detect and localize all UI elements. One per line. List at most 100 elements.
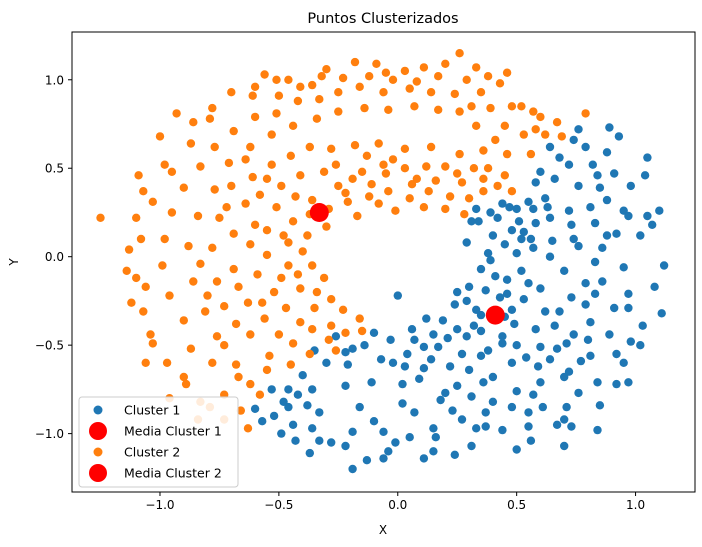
cluster-2-point <box>262 365 272 375</box>
cluster-1-point <box>369 417 379 426</box>
cluster-1-point <box>419 364 429 373</box>
cluster-2-point <box>424 187 433 196</box>
cluster-2-point <box>350 57 360 67</box>
cluster-1-point <box>322 358 331 367</box>
cluster-2-point <box>322 65 331 74</box>
cluster-2-point <box>148 339 157 348</box>
cluster-2-point <box>208 243 217 252</box>
cluster-2-point <box>422 162 431 171</box>
cluster-2-point <box>500 171 509 180</box>
cluster-2-point <box>241 155 250 164</box>
cluster-2-point <box>215 213 224 222</box>
cluster-2-point <box>255 190 265 199</box>
cluster-1-point <box>602 231 612 240</box>
legend-label: Cluster 2 <box>124 445 180 460</box>
cluster-1-point <box>386 335 395 344</box>
cluster-1-point <box>574 181 583 191</box>
cluster-2-point <box>148 197 157 206</box>
cluster-2-point <box>155 132 165 141</box>
cluster-2-point <box>310 303 319 313</box>
cluster-2-point <box>160 234 169 244</box>
cluster-2-point <box>334 88 343 97</box>
cluster-1-point <box>612 349 621 359</box>
cluster-2-point <box>557 132 566 141</box>
cluster-1-point <box>467 392 476 401</box>
cluster-2-point <box>269 287 279 297</box>
cluster-2-point <box>303 231 312 240</box>
cluster-1-point <box>531 325 540 334</box>
cluster-2-point <box>212 332 222 341</box>
cluster-2-point <box>246 142 255 152</box>
cluster-1-point <box>315 408 324 417</box>
cluster-1-point <box>469 321 479 330</box>
cluster-1-point <box>341 381 350 390</box>
cluster-1-point <box>512 341 521 350</box>
cluster-1-point <box>529 243 538 252</box>
cluster-2-point <box>220 341 229 350</box>
cluster-2-point <box>246 240 255 249</box>
cluster-1-point <box>277 429 286 438</box>
cluster-2-point <box>293 270 303 279</box>
cluster-2-point <box>189 118 198 127</box>
cluster-1-point <box>422 314 431 323</box>
cluster-2-point <box>362 151 372 160</box>
cluster-2-point <box>462 75 471 85</box>
series-cluster-2 <box>96 49 590 433</box>
cluster-2-point <box>277 181 286 191</box>
x-tick-label: 0.5 <box>507 498 526 512</box>
cluster-2-point <box>381 169 391 178</box>
cluster-2-point <box>241 199 250 208</box>
cluster-2-point <box>434 72 443 81</box>
cluster-1-point <box>581 300 590 309</box>
cluster-2-point <box>379 88 388 97</box>
cluster-1-point <box>450 300 459 309</box>
cluster-2-point <box>284 75 293 85</box>
cluster-1-point <box>624 378 633 387</box>
cluster-1-point <box>602 148 612 157</box>
cluster-1-point <box>410 335 419 344</box>
cluster-2-point <box>260 70 269 79</box>
cluster-1-point <box>524 408 533 417</box>
cluster-1-point <box>610 169 619 178</box>
cluster-1-point <box>595 401 605 410</box>
cluster-1-point <box>362 456 372 465</box>
cluster-2-point <box>341 188 350 198</box>
cluster-1-point <box>457 349 467 359</box>
cluster-2-point <box>483 72 493 81</box>
cluster-1-point <box>464 282 474 291</box>
cluster-1-point <box>486 208 495 217</box>
cluster-1-point <box>464 365 474 375</box>
cluster-2-point <box>305 142 314 152</box>
cluster-2-point <box>139 187 148 196</box>
cluster-1-point <box>448 406 457 415</box>
cluster-1-point <box>555 307 564 316</box>
cluster-2-point <box>255 390 265 399</box>
cluster-2-point <box>248 91 257 100</box>
cluster-2-point <box>334 181 343 191</box>
cluster-1-point <box>529 204 538 214</box>
cluster-2-point <box>410 102 419 111</box>
cluster-2-point <box>205 114 215 123</box>
cluster-1-point <box>624 289 633 298</box>
cluster-2-point <box>355 82 364 92</box>
cluster-2-point <box>419 203 429 212</box>
cluster-2-point <box>483 164 493 173</box>
cluster-1-point <box>550 174 559 183</box>
cluster-1-point <box>405 433 414 442</box>
cluster-2-point <box>455 107 464 116</box>
cluster-1-point <box>560 266 569 275</box>
cluster-1-point <box>472 305 481 314</box>
cluster-1-point <box>531 218 540 228</box>
cluster-2-point <box>167 167 177 176</box>
cluster-2-point <box>286 151 295 160</box>
cluster-2-point <box>160 160 169 169</box>
cluster-1-point <box>640 171 650 180</box>
cluster-2-point <box>246 330 255 339</box>
cluster-2-point <box>360 103 369 113</box>
legend-box <box>78 396 239 488</box>
cluster-2-point <box>552 118 562 127</box>
cluster-1-point <box>398 379 407 389</box>
cluster-2-point <box>343 197 352 206</box>
cluster-2-point <box>286 360 295 369</box>
cluster-2-point <box>517 102 526 111</box>
